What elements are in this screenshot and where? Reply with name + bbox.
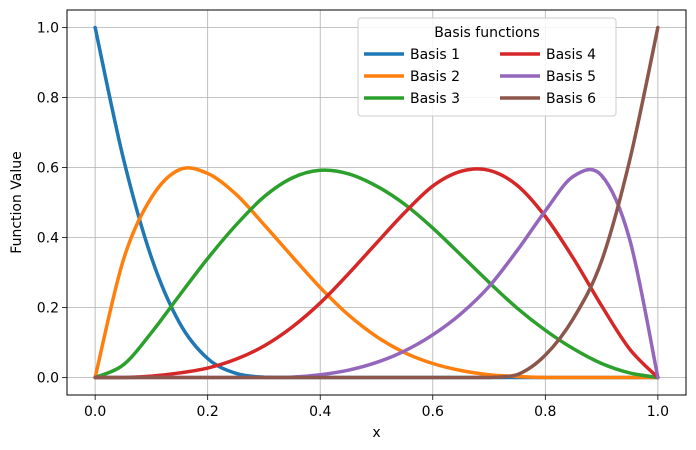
x-tick-label: 0.4	[309, 404, 331, 420]
legend-box	[357, 17, 617, 117]
series-lines	[93, 25, 660, 380]
series-line-basis-4	[93, 167, 660, 380]
x-tick-label: 1.0	[647, 404, 669, 420]
legend-label: Basis 4	[546, 47, 596, 63]
series-line-basis-2	[93, 166, 660, 380]
legend-label: Basis 5	[546, 69, 596, 85]
legend: Basis functions Basis 1 Basis 2 Basis 3 Bas…	[357, 17, 617, 117]
x-tick-label: 0.8	[534, 404, 556, 420]
y-tick-label: 0.4	[37, 231, 59, 247]
y-tick-label: 1.0	[37, 21, 59, 37]
y-tick-label: 0.0	[37, 371, 59, 387]
plot-frame	[66, 9, 687, 396]
legend-label: Basis 6	[546, 91, 596, 107]
series-line-basis-6	[93, 25, 660, 380]
legend-label: Basis 3	[410, 91, 460, 107]
x-axis-label: x	[372, 425, 380, 441]
legend-title: Basis functions	[434, 25, 540, 41]
y-axis-label: Function Value	[9, 151, 25, 253]
x-tick-label: 0.2	[197, 404, 219, 420]
y-tick-label: 0.2	[37, 301, 59, 317]
axis-ticks: 0.0 0.2 0.4 0.6 0.8 1.0 0.0 0.2 0.4 0.6 0.8 1.0	[37, 21, 669, 421]
series-line-basis-3	[93, 168, 660, 380]
legend-label: Basis 2	[410, 69, 460, 85]
x-tick-label: 0.0	[84, 404, 106, 420]
legend-label: Basis 1	[410, 47, 460, 63]
y-tick-label: 0.6	[37, 161, 59, 177]
series-line-basis-5	[93, 167, 660, 380]
y-tick-label: 0.8	[37, 91, 59, 107]
x-tick-label: 0.6	[422, 404, 444, 420]
